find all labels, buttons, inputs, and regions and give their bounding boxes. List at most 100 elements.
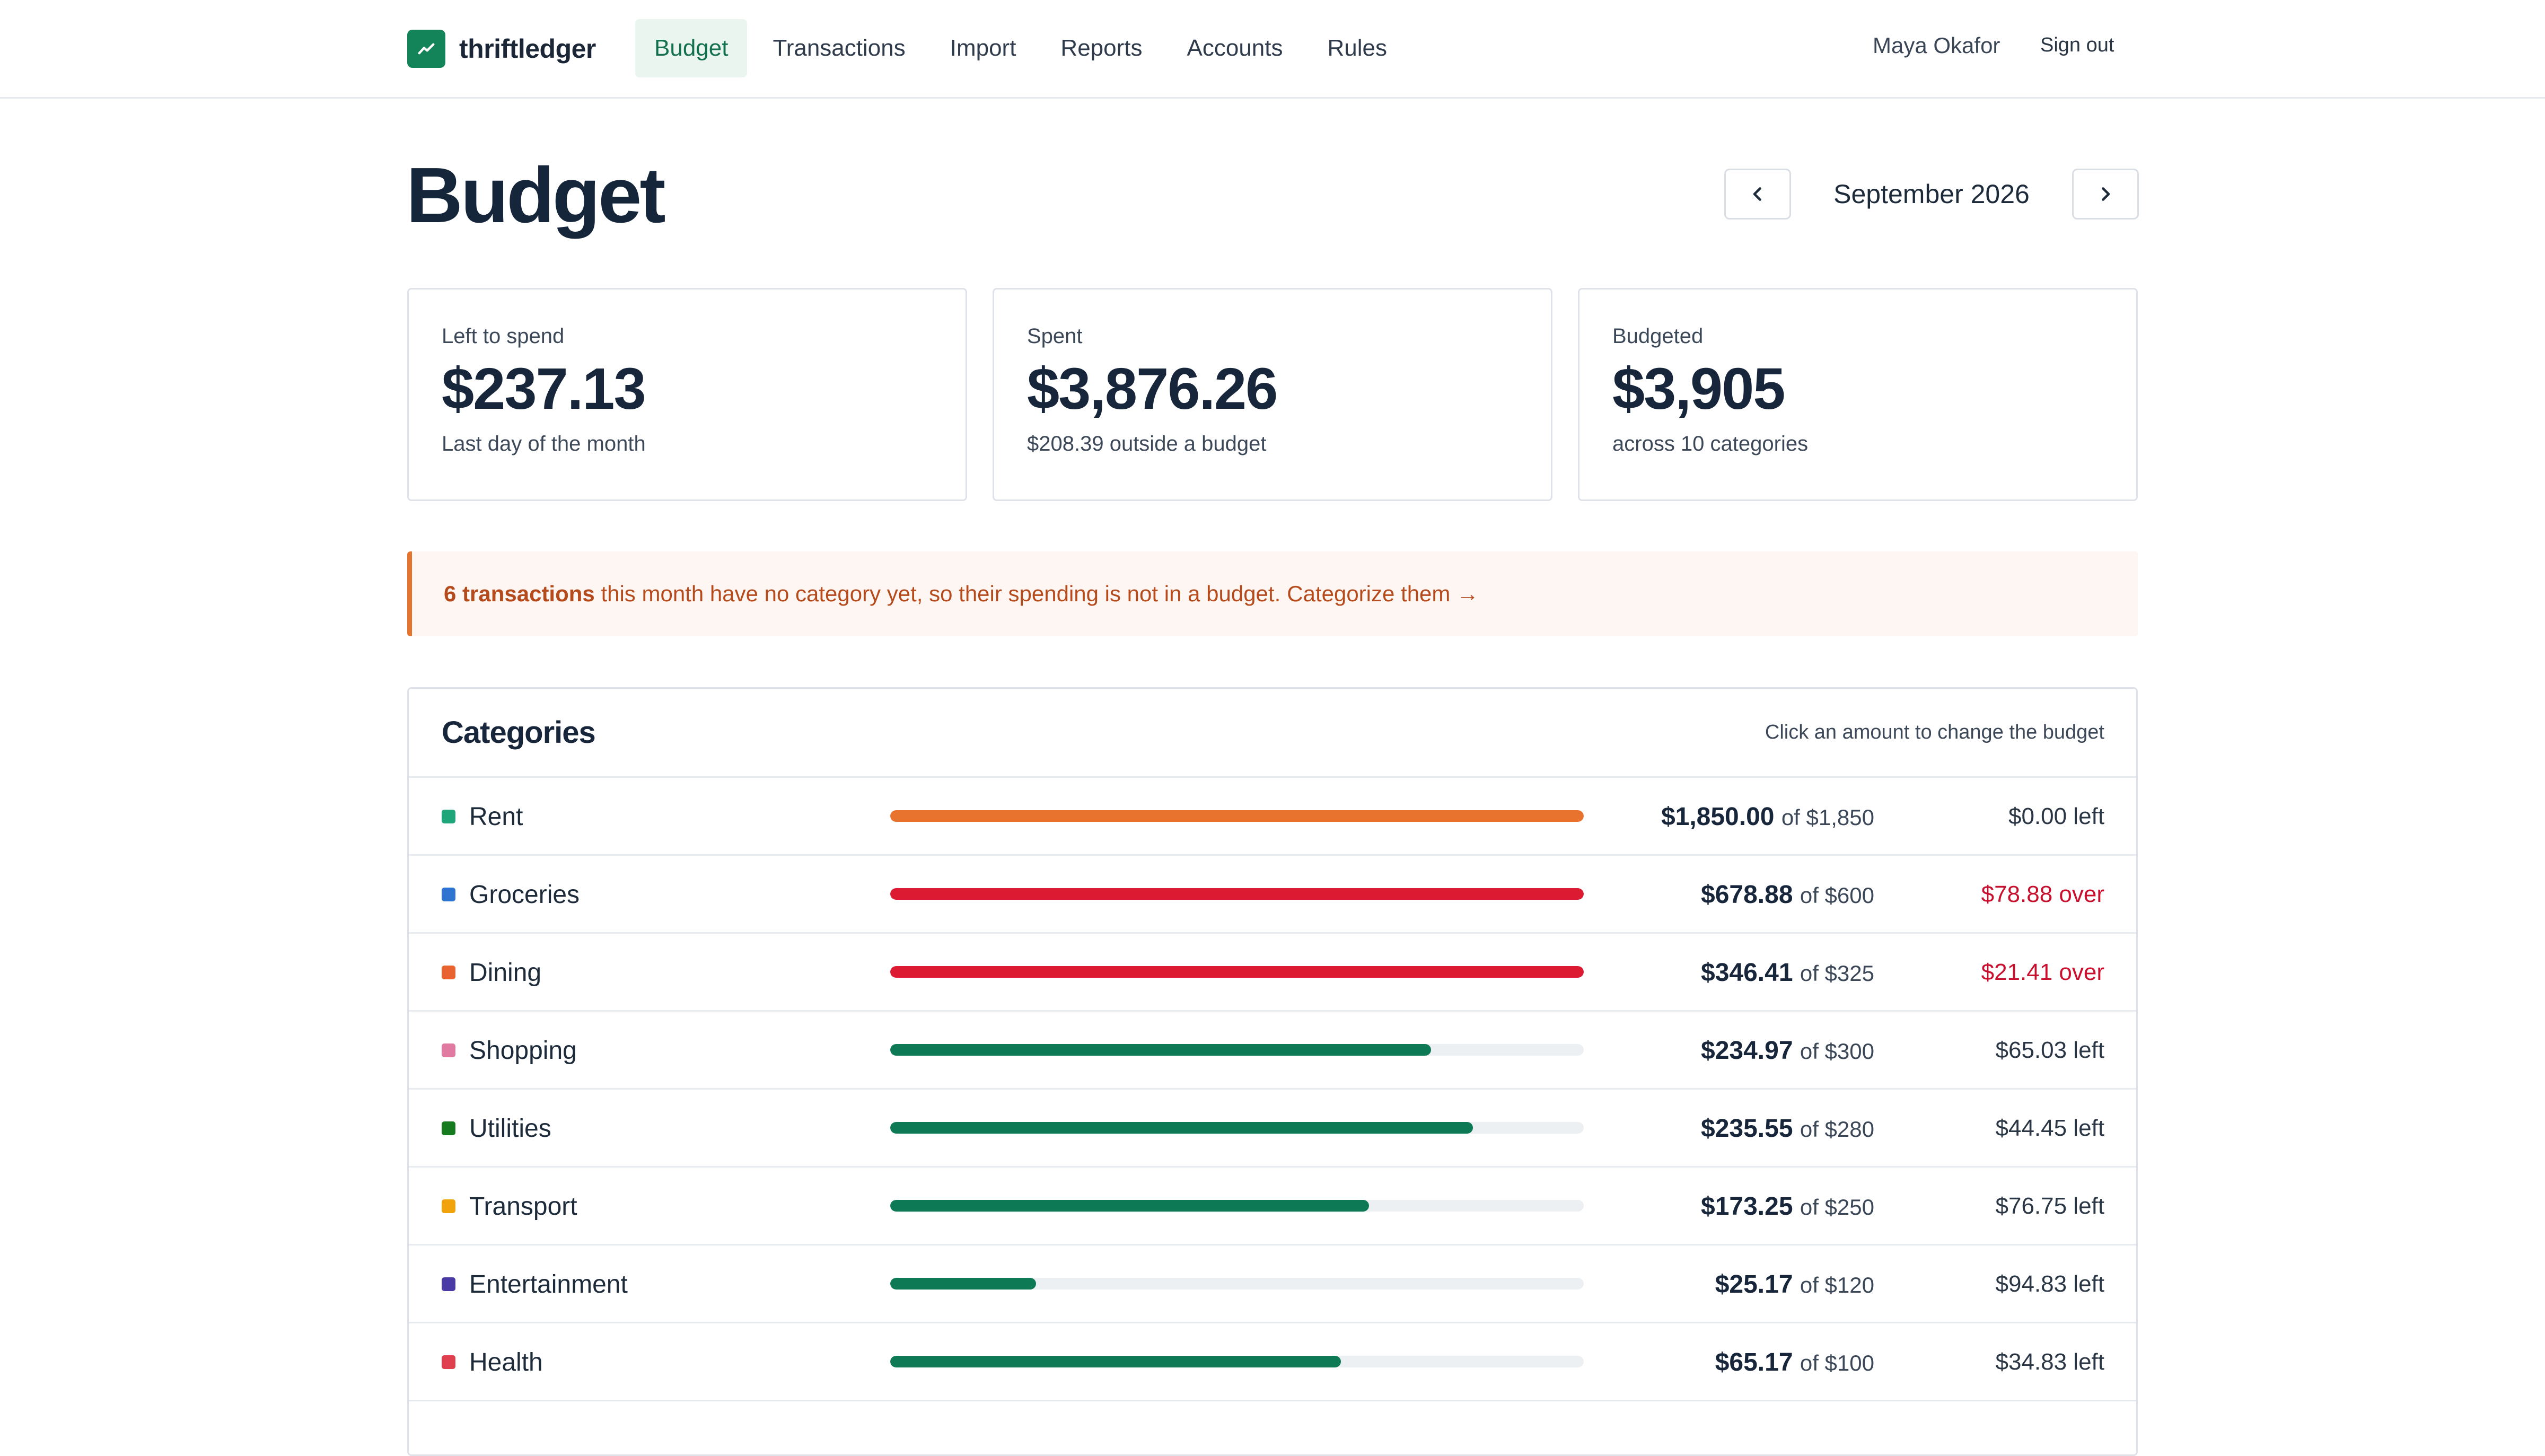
amount-spent: $1,850.00 (1661, 803, 1775, 831)
category-color-dot (442, 1277, 455, 1291)
uncategorized-alert: 6 transactions this month have no catego… (407, 551, 2138, 636)
chevron-left-icon (1753, 187, 1761, 201)
amount-spent: $65.17 (1715, 1348, 1793, 1376)
category-amount[interactable]: $25.17 of $120 (1715, 1270, 1874, 1299)
category-amount[interactable]: $173.25 of $250 (1701, 1192, 1874, 1221)
category-progress-bar (890, 810, 1584, 822)
category-amount[interactable]: $346.41 of $325 (1701, 958, 1874, 987)
category-name[interactable]: Dining (469, 959, 542, 987)
summary-cards: Left to spend $237.13 Last day of the mo… (407, 288, 2138, 501)
category-progress-bar (890, 1200, 1584, 1212)
user-name: Maya Okafor (1873, 33, 2000, 58)
category-amount[interactable]: $235.55 of $280 (1701, 1114, 1874, 1143)
category-remaining: $76.75 left (1995, 1193, 2105, 1219)
card-value: $3,905 (1612, 356, 1785, 422)
amount-budget: of $250 (1800, 1195, 1874, 1220)
alert-text: this month have no category yet, so thei… (594, 581, 1281, 606)
category-progress-fill (890, 1356, 1341, 1367)
category-row: Entertainment $25.17 of $120 $94.83 left (409, 1246, 2136, 1323)
previous-month-button[interactable] (1724, 169, 1791, 220)
category-progress-fill (890, 1278, 1036, 1290)
amount-budget: of $1,850 (1781, 805, 1874, 830)
category-progress-bar (890, 1122, 1584, 1134)
trend-up-icon (407, 30, 445, 68)
amount-spent: $235.55 (1701, 1115, 1793, 1143)
category-progress-fill (890, 1200, 1369, 1212)
category-amount[interactable]: $1,850.00 of $1,850 (1661, 802, 1874, 831)
category-color-dot (442, 1355, 455, 1369)
category-progress-bar (890, 888, 1584, 900)
categorize-link[interactable]: Categorize them → (1287, 581, 1479, 606)
chevron-right-icon (2102, 187, 2110, 201)
amount-spent: $678.88 (1701, 881, 1793, 909)
category-progress-fill (890, 810, 1584, 822)
category-color-dot (442, 1121, 455, 1135)
amount-budget: of $600 (1800, 883, 1874, 908)
category-name[interactable]: Groceries (469, 881, 580, 909)
amount-spent: $173.25 (1701, 1192, 1793, 1221)
category-progress-bar (890, 1278, 1584, 1290)
category-progress-fill (890, 1044, 1432, 1056)
category-amount[interactable]: $678.88 of $600 (1701, 880, 1874, 909)
page-title: Budget (406, 152, 666, 239)
category-remaining: $94.83 left (1995, 1271, 2105, 1297)
next-month-button[interactable] (2072, 169, 2139, 220)
category-remaining: $44.45 left (1995, 1115, 2105, 1141)
top-navigation-bar: thriftledger Budget Transactions Import … (0, 0, 2545, 99)
nav-item-budget[interactable]: Budget (635, 19, 748, 77)
card-label: Left to spend (442, 324, 565, 348)
category-name[interactable]: Transport (469, 1192, 577, 1221)
main-nav: Budget Transactions Import Reports Accou… (635, 19, 1412, 77)
category-name[interactable]: Entertainment (469, 1270, 628, 1299)
amount-budget: of $280 (1800, 1117, 1874, 1142)
category-color-dot (442, 888, 455, 901)
card-note: across 10 categories (1612, 432, 1809, 455)
category-row: Rent $1,850.00 of $1,850 $0.00 left (409, 778, 2136, 856)
amount-budget: of $325 (1800, 961, 1874, 986)
category-color-dot (442, 1043, 455, 1057)
alert-count: 6 transactions (444, 581, 595, 606)
nav-item-reports[interactable]: Reports (1060, 35, 1143, 61)
brand-logo[interactable]: thriftledger (407, 30, 596, 68)
category-name[interactable]: Health (469, 1348, 543, 1376)
category-color-dot (442, 966, 455, 979)
category-amount[interactable]: $234.97 of $300 (1701, 1036, 1874, 1065)
category-name[interactable]: Utilities (469, 1115, 551, 1143)
category-name[interactable]: Rent (469, 803, 523, 831)
categories-list: Rent $1,850.00 of $1,850 $0.00 left Groceri… (409, 778, 2136, 1401)
nav-item-accounts[interactable]: Accounts (1187, 35, 1283, 61)
categories-title: Categories (442, 715, 596, 750)
category-name[interactable]: Shopping (469, 1037, 577, 1065)
card-value: $237.13 (442, 356, 646, 422)
category-amount[interactable]: $65.17 of $100 (1715, 1348, 1874, 1377)
category-row: Utilities $235.55 of $280 $44.45 left (409, 1090, 2136, 1168)
month-navigator: September 2026 (1724, 169, 2139, 220)
category-remaining: $0.00 left (2008, 803, 2104, 829)
category-remaining: $21.41 over (1981, 959, 2104, 985)
categories-panel: Categories Click an amount to change the… (407, 687, 2138, 1456)
nav-item-import[interactable]: Import (950, 35, 1016, 61)
sign-out-link[interactable]: Sign out (2040, 34, 2114, 56)
category-progress-fill (890, 888, 1584, 900)
amount-budget: of $300 (1800, 1039, 1874, 1064)
category-row: Shopping $234.97 of $300 $65.03 left (409, 1012, 2136, 1090)
spent-card: Spent $3,876.26 $208.39 outside a budget (993, 288, 1552, 501)
category-progress-bar (890, 966, 1584, 978)
card-label: Budgeted (1612, 324, 1704, 348)
category-progress-bar (890, 1044, 1584, 1056)
category-progress-fill (890, 966, 1584, 978)
category-row: Health $65.17 of $100 $34.83 left (409, 1323, 2136, 1401)
current-month-label: September 2026 (1833, 179, 2030, 209)
amount-budget: of $120 (1800, 1273, 1874, 1297)
category-progress-fill (890, 1122, 1473, 1134)
nav-item-transactions[interactable]: Transactions (773, 35, 906, 61)
card-value: $3,876.26 (1027, 356, 1278, 422)
category-row: Dining $346.41 of $325 $21.41 over (409, 934, 2136, 1012)
category-remaining: $65.03 left (1995, 1037, 2105, 1063)
amount-spent: $346.41 (1701, 959, 1793, 987)
nav-item-rules[interactable]: Rules (1327, 35, 1387, 61)
category-color-dot (442, 1199, 455, 1213)
brand-name: thriftledger (459, 34, 596, 64)
amount-budget: of $100 (1800, 1350, 1874, 1375)
amount-spent: $25.17 (1715, 1270, 1793, 1299)
